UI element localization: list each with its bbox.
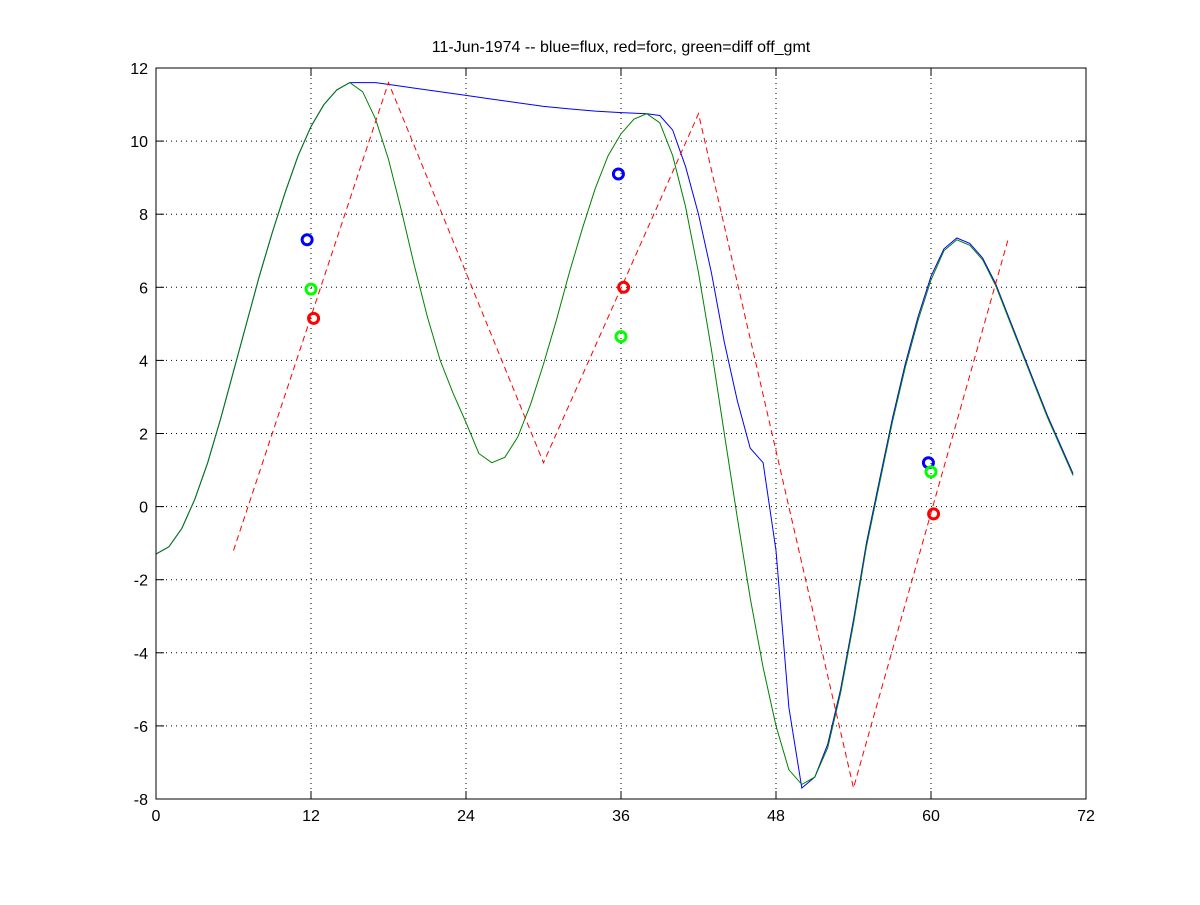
y-tick-label: 12 [130, 61, 148, 78]
marker-diff [304, 282, 318, 296]
series-line-diff [155, 82, 1074, 786]
x-tick-label: 60 [922, 808, 940, 825]
y-tick-label: 4 [139, 353, 148, 370]
y-tick-label: 0 [139, 500, 148, 517]
x-tick-label: 0 [152, 808, 161, 825]
x-tick-label: 72 [1077, 808, 1095, 825]
x-tick-label: 24 [457, 808, 475, 825]
y-tick-label: 6 [139, 280, 148, 297]
y-tick-label: 2 [139, 427, 148, 444]
x-tick-label: 12 [302, 808, 320, 825]
grid [156, 68, 1086, 799]
x-tick-label: 36 [612, 808, 630, 825]
y-tick-label: -2 [134, 573, 148, 590]
y-tick-label: -6 [134, 719, 148, 736]
chart-title: 11-Jun-1974 -- blue=flux, red=forc, gree… [432, 39, 811, 56]
series-line-forc [233, 81, 1009, 789]
plot-area [155, 81, 1074, 789]
marker-forc [927, 507, 941, 521]
y-tick-label: -4 [134, 646, 148, 663]
marker-diff [614, 330, 628, 344]
y-tick-label: 8 [139, 207, 148, 224]
y-tick-label: -8 [134, 792, 148, 809]
y-tick-label: 10 [130, 134, 148, 151]
x-tick-label: 48 [767, 808, 785, 825]
marker-flux [300, 233, 314, 247]
marker-forc [617, 280, 631, 294]
marker-flux [611, 167, 625, 181]
marker-diff [924, 465, 938, 479]
marker-forc [307, 311, 321, 325]
